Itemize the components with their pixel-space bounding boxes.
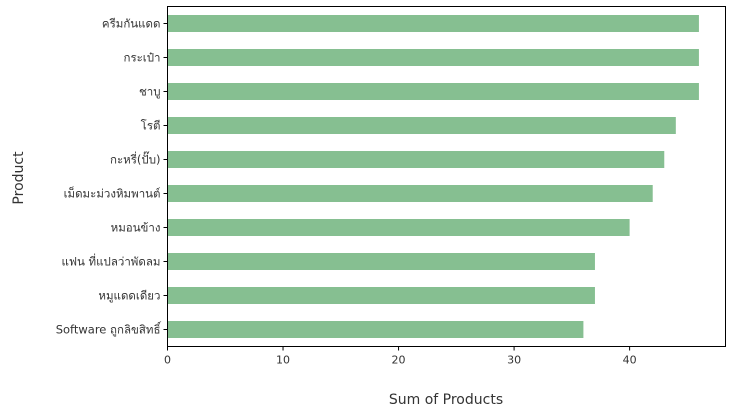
bar — [167, 287, 595, 304]
bar — [167, 83, 699, 100]
x-tick-label: 20 — [392, 354, 406, 367]
x-tick-label: 0 — [164, 354, 171, 367]
y-tick-label: ครีมกันแดด — [102, 17, 161, 31]
y-tick-label: หมูแดดเดียว — [98, 289, 160, 303]
bar — [167, 15, 699, 32]
bar — [167, 185, 653, 202]
bars-layer — [167, 15, 699, 338]
bar — [167, 49, 699, 66]
y-tick-label: Software ถูกลิขสิทธิ์ — [56, 321, 162, 337]
bar — [167, 219, 630, 236]
y-tick-label: ชาบู — [139, 85, 161, 99]
y-tick-label: กระเป๋า — [123, 51, 160, 65]
x-tick-label: 40 — [623, 354, 637, 367]
x-tick-label: 10 — [276, 354, 290, 367]
y-tick-label: แฟน ที่แปลว่าพัดลม — [61, 254, 160, 269]
x-tick-label: 30 — [507, 354, 521, 367]
plot-frame — [167, 6, 726, 347]
y-axis-title: Product — [11, 151, 27, 205]
y-tick-label: โรตี — [141, 119, 161, 133]
bar — [167, 253, 595, 270]
y-tick-label: กะหรี่(ปั๊บ) — [110, 151, 160, 167]
bar — [167, 321, 584, 338]
x-axis-title: Sum of Products — [389, 392, 503, 408]
bar — [167, 151, 665, 168]
y-tick-label: เม็ดมะม่วงหิมพานต์ — [64, 186, 161, 201]
ticks-layer — [163, 23, 631, 351]
bar — [167, 117, 676, 134]
y-tick-label: หมอนข้าง — [111, 221, 161, 235]
